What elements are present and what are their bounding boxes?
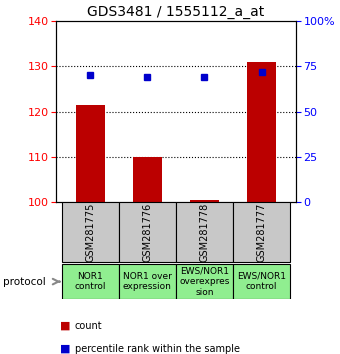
Text: GSM281775: GSM281775 — [85, 202, 95, 262]
Text: NOR1 over
expression: NOR1 over expression — [123, 272, 172, 291]
Text: protocol: protocol — [3, 276, 46, 287]
Bar — [233, 264, 290, 299]
Text: count: count — [75, 321, 102, 331]
Text: EWS/NOR1
control: EWS/NOR1 control — [237, 272, 286, 291]
Bar — [62, 264, 119, 299]
Bar — [176, 264, 233, 299]
Text: ■: ■ — [59, 321, 70, 331]
Text: GSM281777: GSM281777 — [257, 202, 267, 262]
Bar — [133, 157, 162, 202]
Bar — [247, 62, 276, 202]
Bar — [62, 202, 119, 262]
Text: percentile rank within the sample: percentile rank within the sample — [75, 344, 240, 354]
Bar — [119, 202, 176, 262]
Text: GSM281776: GSM281776 — [142, 202, 152, 262]
Text: NOR1
control: NOR1 control — [74, 272, 106, 291]
Bar — [190, 200, 219, 202]
Bar — [119, 264, 176, 299]
Title: GDS3481 / 1555112_a_at: GDS3481 / 1555112_a_at — [87, 5, 265, 19]
Bar — [76, 105, 105, 202]
Bar — [233, 202, 290, 262]
Text: ■: ■ — [59, 344, 70, 354]
Bar — [176, 202, 233, 262]
Text: EWS/NOR1
overexpres
sion: EWS/NOR1 overexpres sion — [179, 267, 230, 297]
Text: GSM281778: GSM281778 — [200, 202, 209, 262]
